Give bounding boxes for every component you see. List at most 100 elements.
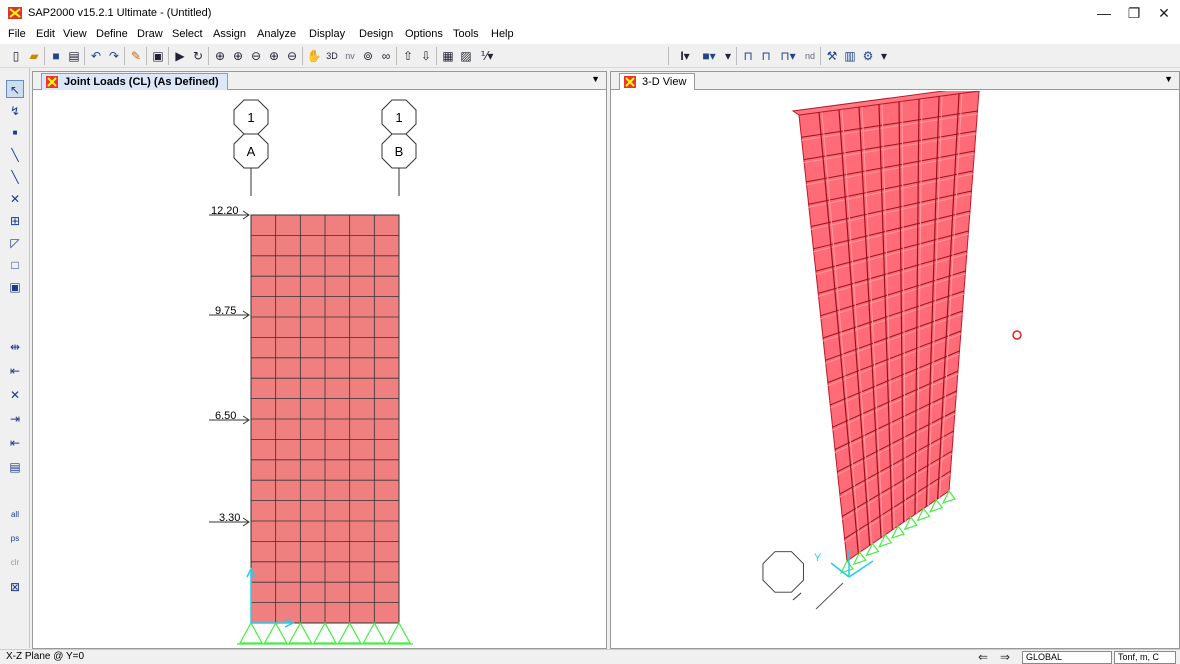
pencil-icon[interactable]: ✎ — [130, 49, 142, 63]
quick-draw-area-icon[interactable]: ▣ — [9, 280, 21, 294]
menu-select[interactable]: Select — [172, 28, 203, 40]
zoom-fit-icon[interactable]: ⊕ — [268, 49, 280, 63]
elevation-6-50: 6.50 — [209, 410, 250, 425]
menu-draw[interactable]: Draw — [137, 28, 163, 40]
print-setup-icon[interactable]: ▤ — [68, 49, 80, 63]
object-shade-dropdown-icon[interactable]: ■▾ — [702, 49, 716, 63]
3d-shear-wall[interactable] — [791, 91, 981, 562]
close-button[interactable]: ✕ — [1158, 5, 1170, 21]
zoom-previous-icon[interactable]: ⊖ — [286, 49, 298, 63]
draw-rect-area-icon[interactable]: □ — [11, 258, 19, 272]
rotate-view-icon[interactable]: ⊚ — [362, 49, 374, 63]
grid-icon[interactable]: ▦ — [442, 49, 454, 63]
clear-selection-icon[interactable]: ✕ — [9, 388, 21, 402]
up-arrow-icon[interactable]: ⇧ — [402, 49, 414, 63]
grid-bubble-a: 1 A — [233, 99, 269, 196]
restore-button[interactable]: ❐ — [1127, 5, 1141, 21]
nd-label[interactable]: nd — [804, 51, 815, 61]
previous-view-icon[interactable]: ⇐ — [978, 650, 989, 664]
menu-design[interactable]: Design — [359, 28, 394, 40]
menu-analyze[interactable]: Analyze — [257, 28, 297, 40]
frame-2-icon[interactable]: ⊓ — [761, 49, 771, 63]
elevation-canvas[interactable]: 1 A 1 B 12.20 9.75 6.50 3.30 — [33, 91, 606, 649]
reshape-icon[interactable]: ↯ — [9, 104, 21, 118]
new-file-icon[interactable]: ▯ — [12, 49, 20, 63]
quick-draw-frame-icon[interactable]: ╲ — [11, 170, 19, 184]
menu-define[interactable]: Define — [96, 28, 128, 40]
undo-icon[interactable]: ↶ — [90, 49, 102, 63]
show-all-icon[interactable]: all — [10, 510, 19, 519]
elevation-label-3-30: 3.30 — [219, 512, 240, 524]
select-list-icon[interactable]: ▤ — [9, 460, 21, 474]
elevation-tab-row: Joint Loads (CL) (As Defined) ▼ — [33, 72, 606, 90]
3d-canvas[interactable]: Y — [611, 91, 1179, 649]
menu-display[interactable]: Display — [309, 28, 346, 40]
open-folder-icon[interactable]: ▰ — [29, 49, 39, 63]
small-dropdown-icon[interactable]: ▾ — [724, 49, 732, 63]
tab-dropdown-icon[interactable]: ▼ — [591, 74, 600, 84]
clr-icon[interactable]: clr — [10, 558, 20, 567]
minimize-button[interactable]: — — [1097, 5, 1111, 21]
down-arrow-icon[interactable]: ⇩ — [420, 49, 432, 63]
select-previous-icon[interactable]: ⇤ — [9, 364, 21, 378]
menu-edit[interactable]: Edit — [36, 28, 55, 40]
axis-y-label: Y — [814, 552, 822, 564]
draw-poly-area-icon[interactable]: ◸ — [10, 236, 20, 250]
pointer-icon[interactable]: ↖ — [6, 80, 24, 98]
snap-icon[interactable]: ⊠ — [9, 580, 21, 594]
select-line-icon[interactable]: ⇤ — [9, 436, 21, 450]
assign-icon[interactable]: ⚒ — [826, 49, 838, 63]
elevation-label-6-50: 6.50 — [215, 410, 236, 422]
design-icon[interactable]: ⚙ — [862, 49, 874, 63]
ps-icon[interactable]: ps — [10, 534, 20, 543]
run-analysis-icon[interactable]: ▶ — [175, 49, 185, 63]
menu-options[interactable]: Options — [405, 28, 443, 40]
menu-assign[interactable]: Assign — [213, 28, 247, 40]
menu-tools[interactable]: Tools — [453, 28, 479, 40]
fraction-dropdown-icon[interactable]: ⅟▾ — [480, 49, 494, 63]
perspective-icon[interactable]: ∞ — [381, 49, 391, 63]
next-view-icon[interactable]: ⇒ — [1000, 650, 1011, 664]
select-all-icon[interactable]: ⇹ — [9, 340, 21, 354]
main-toolbar: ▯ ▰ ■ ▤ ↶ ↷ ✎ ▣ ▶ ↻ ⊕ ⊕ ⊖ ⊕ ⊖ ✋ 3D nv ⊚ … — [0, 44, 1180, 68]
more-dropdown-icon[interactable]: ▾ — [880, 49, 888, 63]
chart-icon[interactable]: ▥ — [844, 49, 856, 63]
units-select[interactable]: Tonf, m, C — [1114, 651, 1176, 664]
elevation-view-panel[interactable]: Joint Loads (CL) (As Defined) ▼ 1 A 1 B … — [32, 71, 607, 649]
tab-joint-loads[interactable]: Joint Loads (CL) (As Defined) — [41, 73, 228, 90]
title-bar: SAP2000 v15.2.1 Ultimate - (Untitled) — … — [0, 0, 1180, 26]
mesh-lines — [251, 215, 399, 623]
nv-label[interactable]: nv — [345, 51, 355, 61]
menu-bar: File Edit View Define Draw Select Assign… — [0, 26, 1180, 44]
section-dropdown-icon[interactable]: I▾ — [680, 49, 690, 63]
refresh-icon[interactable]: ↻ — [192, 49, 204, 63]
braces-icon[interactable]: ✕ — [9, 192, 21, 206]
tab-dropdown-icon[interactable]: ▼ — [1164, 74, 1173, 84]
save-icon[interactable]: ■ — [52, 49, 60, 63]
sap2000-window-icon — [624, 76, 636, 88]
select-intersect-icon[interactable]: ⇥ — [9, 412, 21, 426]
redo-icon[interactable]: ↷ — [108, 49, 120, 63]
secondary-beam-icon[interactable]: ⊞ — [9, 214, 21, 228]
frame-3-icon[interactable]: ⊓▾ — [780, 49, 796, 63]
3d-supports — [839, 489, 956, 575]
tab-3d-view[interactable]: 3-D View — [619, 73, 696, 90]
coord-system-select[interactable]: GLOBAL — [1022, 651, 1112, 664]
window-title: SAP2000 v15.2.1 Ultimate - (Untitled) — [28, 7, 212, 19]
grid-bubble-b: 1 B — [381, 99, 417, 196]
frame-icon[interactable]: ⊓ — [743, 49, 753, 63]
3d-view-panel[interactable]: 3-D View ▼ Y — [610, 71, 1180, 649]
status-plane-text: X-Z Plane @ Y=0 — [6, 651, 85, 662]
display-options-icon[interactable]: ▨ — [460, 49, 472, 63]
draw-joint-icon[interactable]: ■ — [12, 128, 18, 137]
zoom-window-icon[interactable]: ⊕ — [214, 49, 226, 63]
menu-help[interactable]: Help — [491, 28, 514, 40]
zoom-out-icon[interactable]: ⊖ — [250, 49, 262, 63]
menu-file[interactable]: File — [8, 28, 26, 40]
3d-view-icon[interactable]: 3D — [326, 51, 338, 61]
zoom-in-icon[interactable]: ⊕ — [232, 49, 244, 63]
print-icon[interactable]: ▣ — [152, 49, 164, 63]
menu-view[interactable]: View — [63, 28, 87, 40]
pan-icon[interactable]: ✋ — [306, 49, 322, 63]
draw-frame-icon[interactable]: ╲ — [11, 148, 19, 162]
